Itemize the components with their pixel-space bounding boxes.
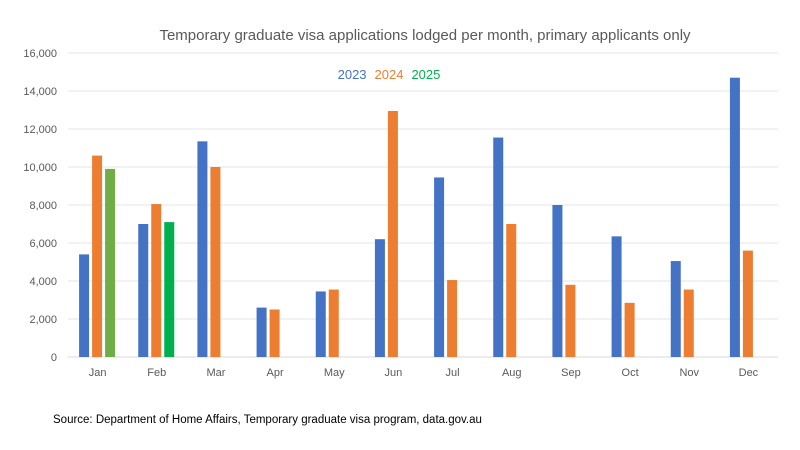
x-tick-label: Jun (385, 367, 403, 379)
bar-2023-jun (374, 239, 385, 357)
source-note: Source: Department of Home Affairs, Temp… (53, 414, 482, 426)
y-tick-label: 12,000 (23, 124, 57, 136)
y-tick-label: 6,000 (29, 238, 57, 250)
y-tick-label: 10,000 (23, 162, 57, 174)
bar-2023-nov (670, 261, 681, 357)
x-tick-label: Nov (679, 367, 699, 379)
bar-2023-aug (493, 137, 504, 357)
y-tick-label: 8,000 (29, 200, 57, 212)
bar-2023-dec (729, 77, 740, 357)
bar-2025-jan (105, 168, 116, 357)
bar-2024-sep (565, 284, 576, 357)
x-tick-label: Oct (622, 367, 639, 379)
bar-2024-dec (742, 250, 753, 357)
x-tick-label: May (324, 367, 345, 379)
bar-2023-oct (611, 236, 622, 357)
x-tick-label: Jul (446, 367, 460, 379)
bar-2024-may (328, 289, 339, 357)
bar-2023-feb (138, 224, 149, 357)
bar-2024-feb (151, 204, 162, 357)
y-axis: 0 2,000 4,000 6,000 8,000 10,000 12,000 14,000 1… (23, 48, 57, 364)
x-tick-label: Jan (89, 367, 107, 379)
bar-2023-jul (434, 177, 445, 357)
y-tick-label: 14,000 (23, 86, 57, 98)
bar-2025-feb (164, 222, 175, 357)
y-tick-label: 4,000 (29, 276, 57, 288)
bar-2024-apr (269, 309, 280, 357)
bar-2023-may (315, 291, 326, 357)
x-tick-label: Apr (267, 367, 284, 379)
x-tick-label: Aug (502, 367, 522, 379)
x-tick-label: Sep (561, 367, 581, 379)
bar-2023-jan (79, 254, 90, 357)
bar-2023-apr (256, 307, 267, 357)
chart-title: Temporary graduate visa applications lod… (159, 27, 691, 44)
bar-2024-mar (210, 167, 221, 357)
bar-2024-jun (387, 110, 398, 357)
bar-2024-aug (506, 224, 517, 357)
legend-item-2024: 2024 (375, 67, 404, 82)
bar-2023-sep (552, 205, 563, 357)
legend-item-2023: 2023 (338, 67, 367, 82)
bar-2023-mar (197, 141, 208, 357)
y-tick-label: 16,000 (23, 48, 57, 60)
x-axis: Jan Feb Mar Apr May Jun Jul Aug Sep Oct Nov Dec (89, 367, 759, 379)
x-tick-label: Dec (739, 367, 759, 379)
gridlines (68, 52, 778, 358)
legend-item-2025: 2025 (411, 67, 440, 82)
y-tick-label: 0 (51, 352, 57, 364)
y-tick-label: 2,000 (29, 314, 57, 326)
x-tick-label: Feb (147, 367, 166, 379)
bar-2024-jul (447, 280, 458, 357)
x-tick-label: Mar (206, 367, 225, 379)
bar-2024-oct (624, 302, 635, 357)
bars (79, 77, 753, 357)
bar-2024-jan (92, 155, 103, 357)
bar-2024-nov (683, 289, 694, 357)
legend: 2023 2024 2025 (338, 67, 441, 82)
